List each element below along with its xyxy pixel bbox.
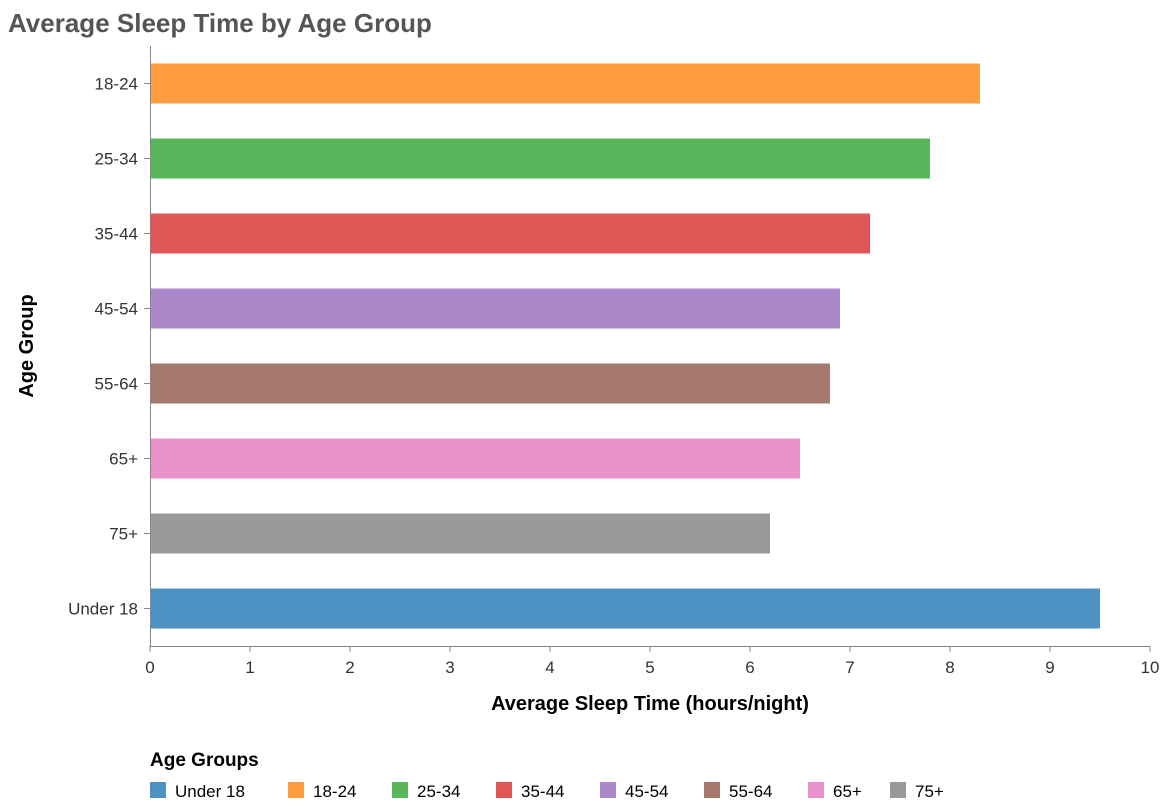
y-tick-label: 25-34 [95, 150, 138, 169]
x-axis: 0 1 2 3 4 5 6 7 8 9 10 [145, 646, 1159, 677]
x-tick-label: 6 [745, 658, 754, 677]
y-axis-title: Age Group [16, 294, 38, 397]
bar-55-64 [150, 363, 830, 404]
legend-label-25-34: 25-34 [417, 782, 460, 801]
legend-label-65-plus: 65+ [833, 782, 862, 801]
bar-25-34 [150, 138, 930, 179]
y-tick-label: 45-54 [95, 300, 138, 319]
x-tick-label: 2 [345, 658, 354, 677]
x-tick-label: 7 [845, 658, 854, 677]
legend-label-18-24: 18-24 [313, 782, 356, 801]
legend-label-55-64: 55-64 [729, 782, 772, 801]
legend: Under 18 18-24 25-34 35-44 45-54 55-64 65+ 75+ [150, 782, 944, 801]
bar-75-plus [150, 513, 770, 554]
legend-label-35-44: 35-44 [521, 782, 564, 801]
legend-swatch-25-34 [392, 782, 408, 798]
bar-under-18 [150, 588, 1100, 629]
bars-group [150, 63, 1100, 629]
x-tick-label: 4 [545, 658, 554, 677]
y-tick-label: Under 18 [68, 600, 138, 619]
legend-title: Age Groups [150, 750, 259, 771]
y-tick-label: 35-44 [95, 225, 138, 244]
y-tick-label: 65+ [109, 450, 138, 469]
legend-swatch-18-24 [288, 782, 304, 798]
legend-swatch-65-plus [808, 782, 824, 798]
legend-swatch-under-18 [150, 782, 166, 798]
legend-label-under-18: Under 18 [175, 782, 245, 801]
x-tick-label: 1 [245, 658, 254, 677]
x-tick-label: 3 [445, 658, 454, 677]
y-axis: 18-24 25-34 35-44 45-54 55-64 65+ 75+ Under 18 [68, 46, 151, 646]
x-tick-label: 8 [945, 658, 954, 677]
bar-65-plus [150, 438, 800, 479]
y-tick-label: 18-24 [95, 75, 138, 94]
y-tick-label: 55-64 [95, 375, 138, 394]
x-tick-label: 5 [645, 658, 654, 677]
x-tick-label: 10 [1141, 658, 1160, 677]
x-axis-title: Average Sleep Time (hours/night) [491, 693, 809, 715]
legend-label-75-plus: 75+ [915, 782, 944, 801]
legend-swatch-45-54 [600, 782, 616, 798]
bar-35-44 [150, 213, 870, 254]
bar-45-54 [150, 288, 840, 329]
legend-swatch-75-plus [890, 782, 906, 798]
y-tick-label: 75+ [109, 525, 138, 544]
legend-swatch-35-44 [496, 782, 512, 798]
chart-title: Average Sleep Time by Age Group [8, 8, 432, 38]
x-tick-label: 0 [145, 658, 154, 677]
x-tick-label: 9 [1045, 658, 1054, 677]
legend-swatch-55-64 [704, 782, 720, 798]
bar-18-24 [150, 63, 980, 104]
legend-label-45-54: 45-54 [625, 782, 668, 801]
